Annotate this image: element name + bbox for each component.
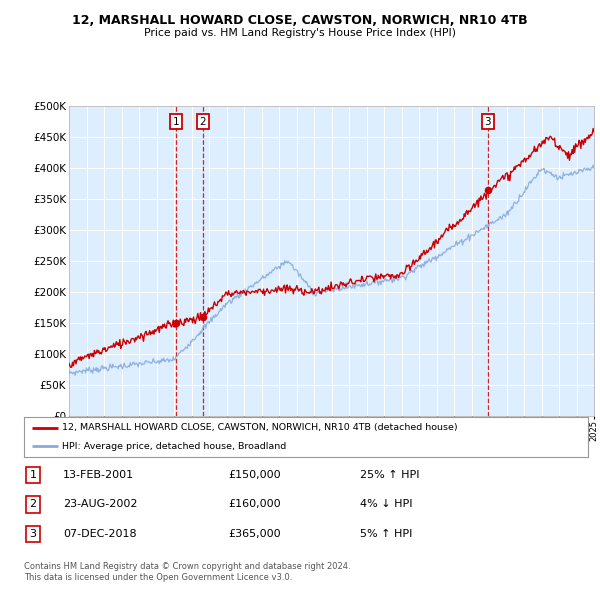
Text: 1: 1 bbox=[29, 470, 37, 480]
Text: Contains HM Land Registry data © Crown copyright and database right 2024.: Contains HM Land Registry data © Crown c… bbox=[24, 562, 350, 571]
Point bbox=[198, 312, 208, 322]
Text: Price paid vs. HM Land Registry's House Price Index (HPI): Price paid vs. HM Land Registry's House … bbox=[144, 28, 456, 38]
Text: 2: 2 bbox=[200, 117, 206, 127]
Text: 12, MARSHALL HOWARD CLOSE, CAWSTON, NORWICH, NR10 4TB: 12, MARSHALL HOWARD CLOSE, CAWSTON, NORW… bbox=[72, 14, 528, 27]
Text: 2: 2 bbox=[29, 500, 37, 509]
Text: 3: 3 bbox=[484, 117, 491, 127]
Text: HPI: Average price, detached house, Broadland: HPI: Average price, detached house, Broa… bbox=[62, 442, 287, 451]
Text: 25% ↑ HPI: 25% ↑ HPI bbox=[360, 470, 419, 480]
Text: £365,000: £365,000 bbox=[228, 529, 281, 539]
Text: 4% ↓ HPI: 4% ↓ HPI bbox=[360, 500, 413, 509]
Point bbox=[171, 319, 181, 328]
Text: 23-AUG-2002: 23-AUG-2002 bbox=[63, 500, 137, 509]
Point bbox=[483, 185, 493, 195]
Text: 13-FEB-2001: 13-FEB-2001 bbox=[63, 470, 134, 480]
Text: 07-DEC-2018: 07-DEC-2018 bbox=[63, 529, 137, 539]
Text: £150,000: £150,000 bbox=[228, 470, 281, 480]
Text: 12, MARSHALL HOWARD CLOSE, CAWSTON, NORWICH, NR10 4TB (detached house): 12, MARSHALL HOWARD CLOSE, CAWSTON, NORW… bbox=[62, 424, 458, 432]
Text: 3: 3 bbox=[29, 529, 37, 539]
Text: 5% ↑ HPI: 5% ↑ HPI bbox=[360, 529, 412, 539]
Text: £160,000: £160,000 bbox=[228, 500, 281, 509]
Text: This data is licensed under the Open Government Licence v3.0.: This data is licensed under the Open Gov… bbox=[24, 573, 292, 582]
Text: 1: 1 bbox=[172, 117, 179, 127]
